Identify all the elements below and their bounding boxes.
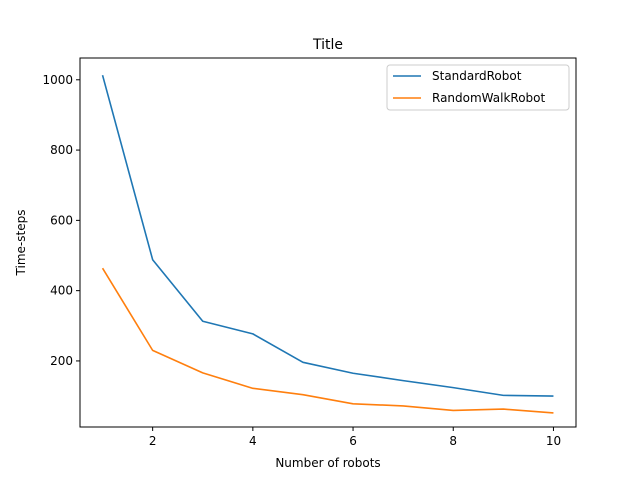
- series-line-standard-robot: [101, 75, 554, 397]
- x-tick-label: 2: [149, 434, 157, 448]
- x-tick-label: 4: [249, 434, 257, 448]
- y-axis-label: Time-steps: [14, 210, 28, 277]
- legend-label-standard-robot: StandardRobot: [432, 69, 522, 83]
- series-lines: [101, 75, 554, 414]
- x-axis-ticks: 2 4 6 8 10: [149, 427, 561, 448]
- y-tick-label: 400: [50, 284, 73, 298]
- x-tick-label: 8: [449, 434, 457, 448]
- series-line-random-walk-robot: [101, 267, 554, 414]
- chart-title: Title: [312, 37, 343, 53]
- x-tick-label: 10: [546, 434, 561, 448]
- legend: StandardRobot RandomWalkRobot: [386, 64, 570, 111]
- x-axis-label: Number of robots: [275, 456, 380, 470]
- y-tick-label: 1000: [42, 73, 73, 87]
- plot-frame: [79, 57, 577, 428]
- y-tick-label: 800: [50, 143, 73, 157]
- y-tick-label: 200: [50, 354, 73, 368]
- legend-label-random-walk-robot: RandomWalkRobot: [432, 91, 546, 105]
- plot-area: [79, 57, 577, 428]
- y-tick-label: 600: [50, 213, 73, 227]
- x-tick-label: 6: [349, 434, 357, 448]
- legend-box: [386, 64, 570, 111]
- y-axis-ticks: 200 400 600 800 1000: [42, 73, 80, 368]
